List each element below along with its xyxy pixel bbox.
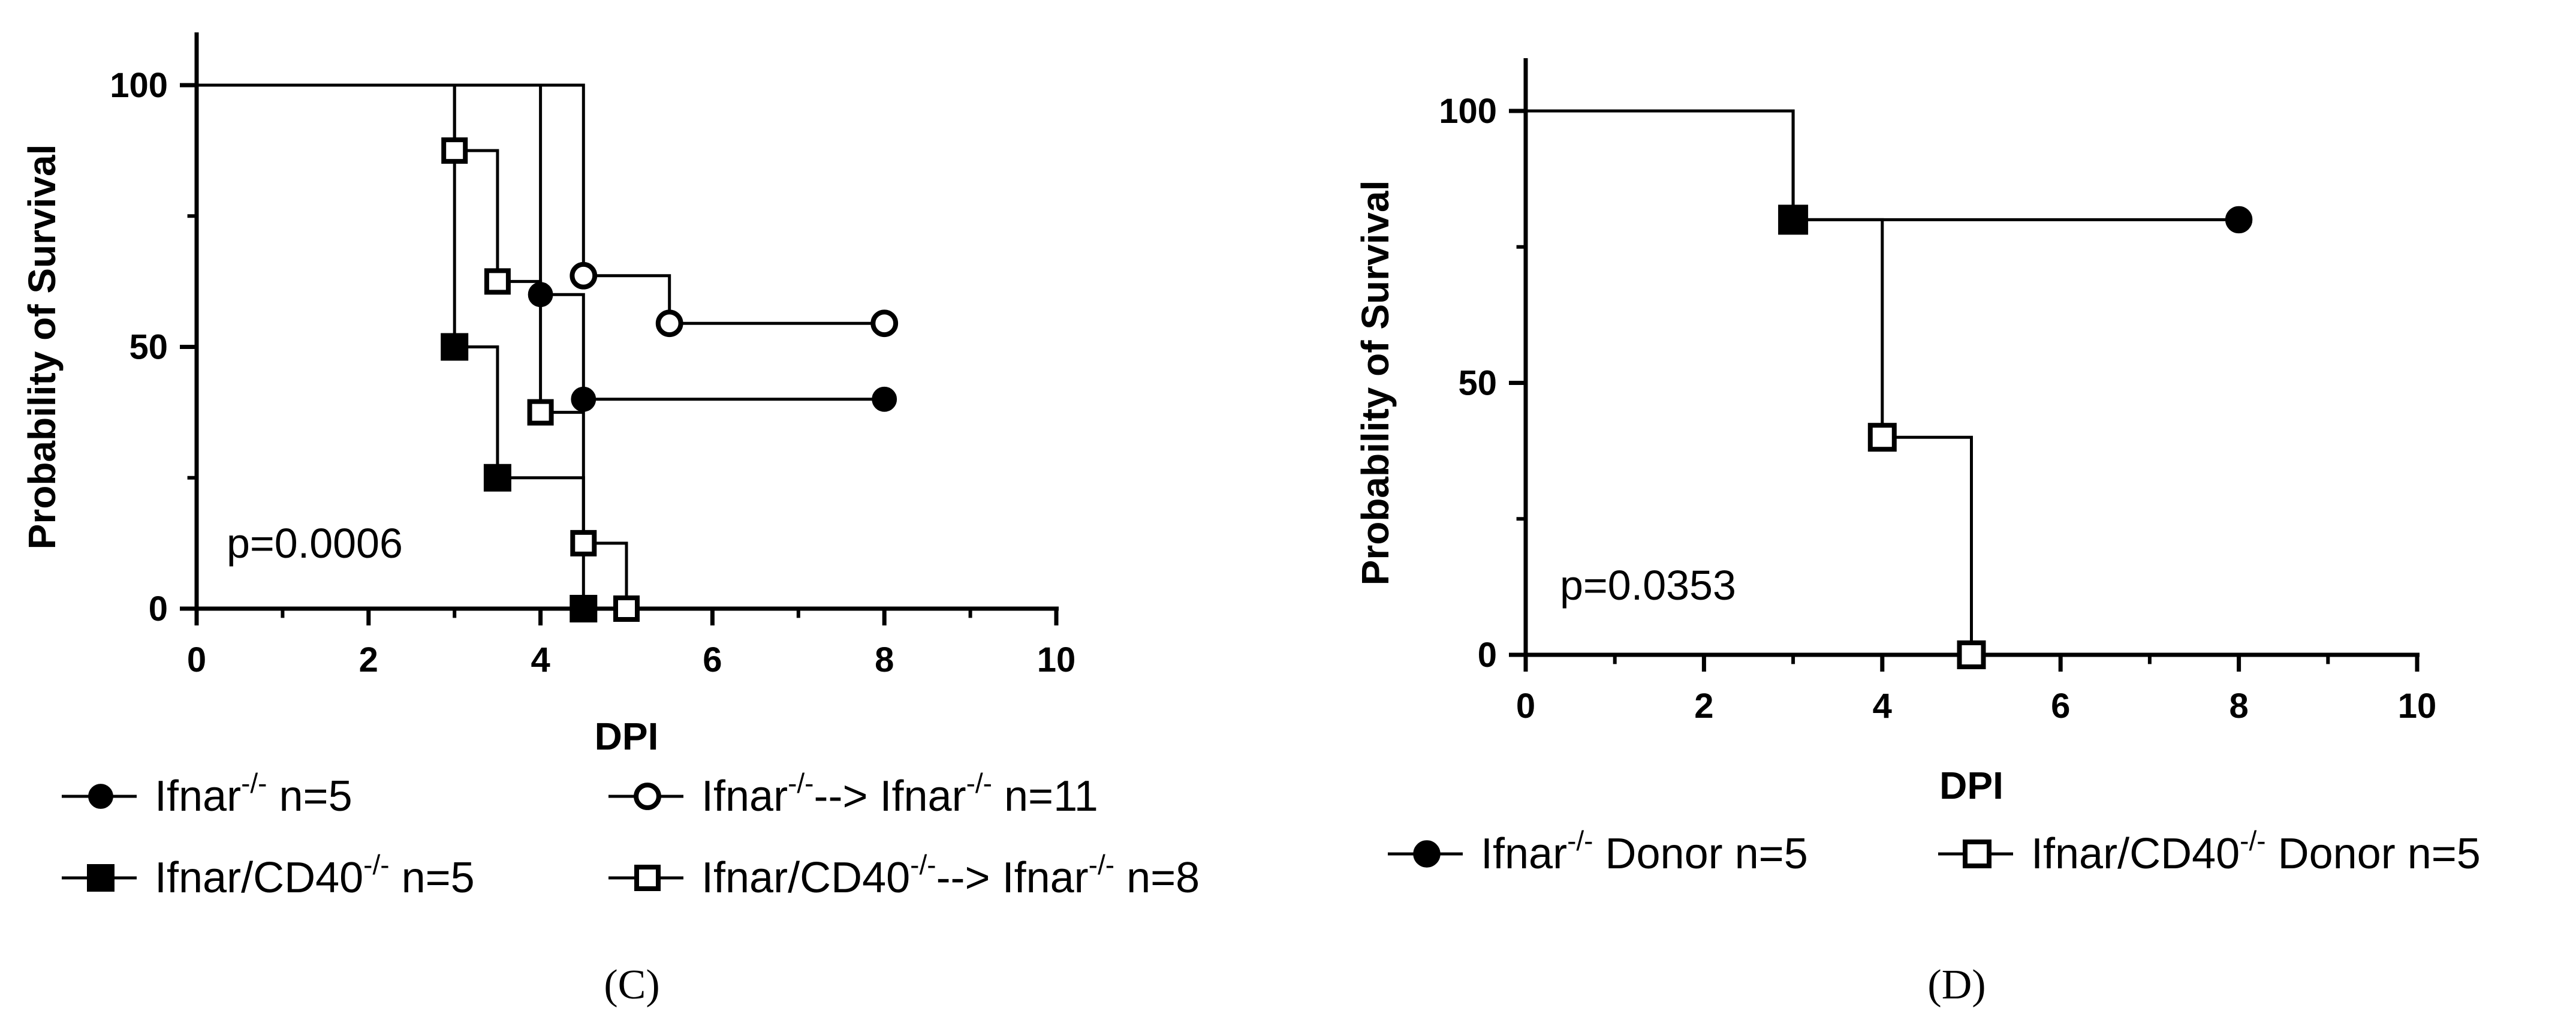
y-tick-label: 100 [1439,92,1497,131]
legend-label: Ifnar/CD40-/- Donor n=5 [2031,825,2481,878]
x-tick-label: 2 [1694,687,1713,726]
legend-marker [634,865,661,891]
legend-label: Ifnar/CD40-/---> Ifnar-/- n=8 [701,849,1200,902]
data-point [527,399,554,426]
p-value-annotation: p=0.0353 [1560,562,1736,609]
x-tick-label: 6 [703,640,722,679]
x-tick-label: 4 [531,640,550,679]
y-tick-label: 100 [110,66,168,105]
y-axis-title: Probability of Survival [1354,180,1397,586]
data-point [1867,423,1897,452]
x-tick-label: 0 [187,640,206,679]
data-point [2225,206,2253,234]
data-point [441,137,468,164]
x-tick-label: 6 [2051,687,2070,726]
y-tick-label: 50 [1458,364,1497,403]
y-tick-label: 0 [149,589,168,628]
legend-label: Ifnar-/---> Ifnar-/- n=11 [701,768,1098,820]
data-point [613,595,640,622]
data-point [571,386,596,412]
p-value-annotation: p=0.0006 [227,520,403,567]
y-tick-label: 0 [1478,636,1497,675]
legend-entry: Ifnar/CD40-/- n=5 [62,849,475,902]
legend-entry: Ifnar-/- n=5 [62,768,352,820]
x-tick-label: 8 [2229,687,2248,726]
legend-entry: Ifnar/CD40-/---> Ifnar-/- n=8 [608,849,1200,902]
legend-label: Ifnar-/- Donor n=5 [1481,825,1808,878]
data-point [655,309,683,338]
x-tick-label: 10 [2398,687,2437,726]
data-point [441,333,469,361]
x-tick-label: 0 [1516,687,1535,726]
x-axis-title: DPI [595,715,659,758]
x-tick-label: 2 [359,640,378,679]
data-point [483,464,511,492]
x-tick-label: 4 [1873,687,1892,726]
series-line [197,83,628,609]
legend-marker [1963,840,1991,868]
legend-marker [88,784,113,809]
x-tick-label: 10 [1037,640,1076,679]
x-tick-label: 8 [875,640,894,679]
y-axis-title: Probability of Survival [20,145,64,550]
data-point [570,595,598,622]
series-line [1526,109,2239,221]
legend-entry: Ifnar/CD40-/- Donor n=5 [1938,825,2481,878]
legend-entry: Ifnar-/---> Ifnar-/- n=11 [608,768,1098,820]
data-point [1778,204,1809,235]
panel-label: (D) [1927,962,1986,1008]
data-point [1957,640,1986,669]
legend-label: Ifnar-/- n=5 [155,768,352,820]
data-point [872,386,897,412]
legend-entry: Ifnar-/- Donor n=5 [1388,825,1808,878]
data-point [570,529,597,556]
legend-label: Ifnar/CD40-/- n=5 [155,849,475,902]
legend-marker [1413,840,1441,868]
legend-marker [87,864,115,892]
y-tick-label: 50 [129,328,168,367]
x-axis-title: DPI [1939,764,2003,807]
legend-marker [634,783,661,810]
series-line [1526,109,1973,655]
data-point [528,282,553,308]
data-point [870,309,899,338]
series-line [197,83,885,325]
data-point [570,261,598,290]
data-point [484,268,511,295]
panel-label: (C) [604,962,659,1008]
